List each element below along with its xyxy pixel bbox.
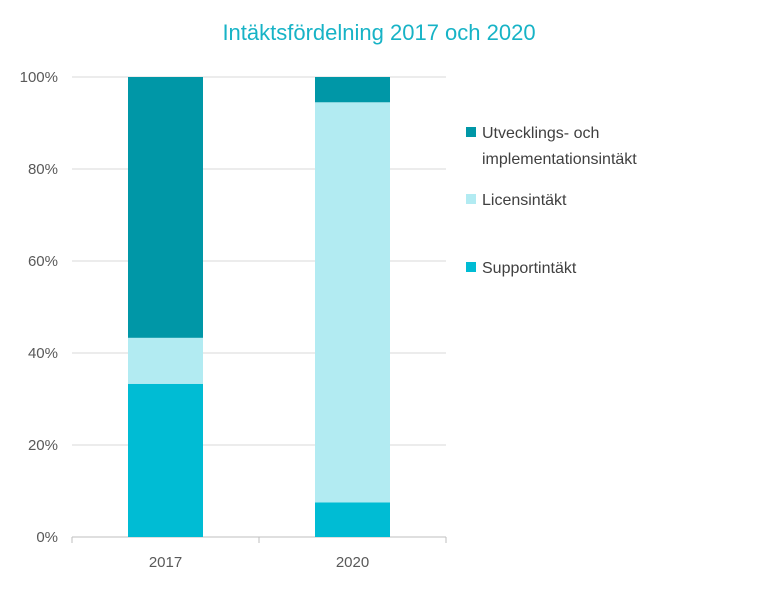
legend: Utvecklings- och implementationsintäkt Lic… [466, 125, 637, 277]
y-tick-label: 40% [28, 345, 58, 362]
bar-segment [315, 502, 390, 537]
bar-segment [128, 337, 203, 384]
legend-label: Supportintäkt [482, 260, 577, 277]
y-axis-tick-labels: 0% 20% 40% 60% 80% 100% [20, 69, 58, 546]
y-tick-label: 80% [28, 161, 58, 178]
y-tick-label: 0% [36, 529, 58, 546]
bar-segment [315, 102, 390, 503]
legend-swatch [466, 127, 476, 137]
y-tick-label: 100% [20, 69, 58, 86]
legend-label: Licensintäkt [482, 192, 567, 209]
bars [128, 77, 390, 537]
bar-segment [128, 77, 203, 338]
legend-swatch [466, 262, 476, 272]
x-tick-label: 2020 [336, 554, 369, 571]
bar-segment [315, 77, 390, 103]
chart-title: Intäktsfördelning 2017 och 2020 [222, 20, 535, 45]
x-tick-label: 2017 [149, 554, 182, 571]
bar-segment [128, 383, 203, 537]
y-tick-label: 60% [28, 253, 58, 270]
axes [71, 536, 447, 543]
legend-swatch [466, 194, 476, 204]
y-tick-label: 20% [28, 437, 58, 454]
legend-label: Utvecklings- och [482, 125, 599, 142]
legend-label: implementationsintäkt [482, 151, 637, 168]
x-axis-tick-labels: 2017 2020 [149, 554, 369, 571]
